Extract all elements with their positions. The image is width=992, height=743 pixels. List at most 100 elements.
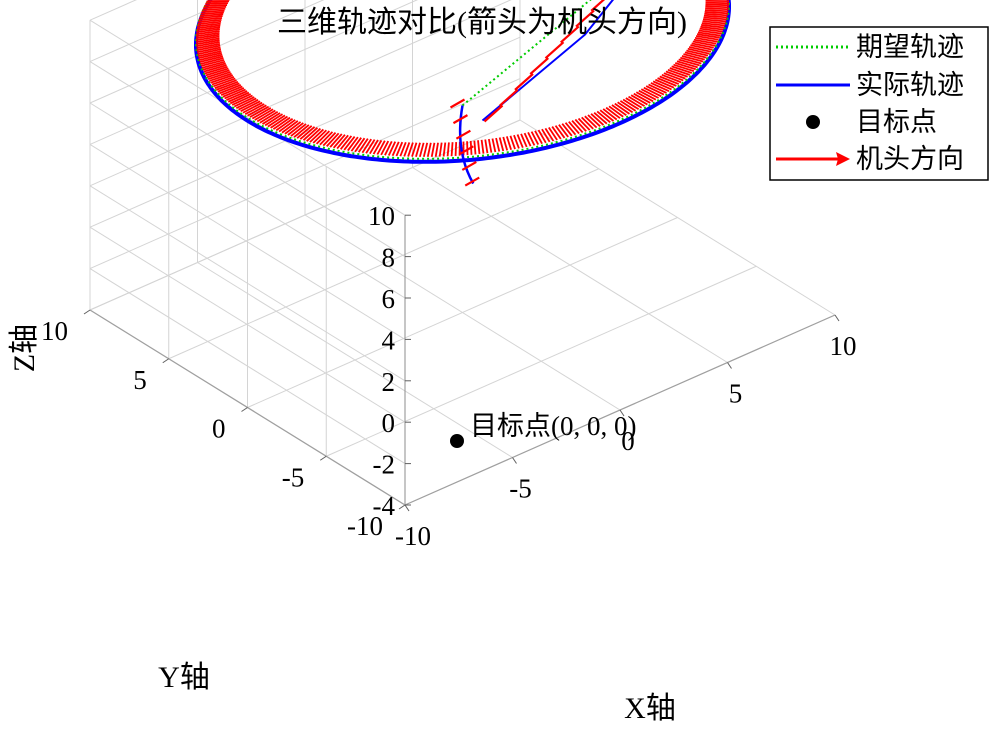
heading-arrow	[227, 91, 250, 103]
heading-arrow	[196, 26, 221, 32]
y-tick-label: -10	[347, 511, 383, 541]
heading-arrow	[347, 136, 359, 152]
heading-arrow	[571, 120, 584, 134]
heading-arrow	[534, 130, 543, 145]
heading-arrow	[702, 20, 726, 25]
heading-arrow	[426, 142, 432, 158]
heading-arrow	[391, 141, 400, 157]
heading-arrow-dip	[455, 129, 471, 140]
heading-arrow	[361, 138, 372, 154]
heading-arrow	[196, 46, 221, 54]
heading-arrow	[196, 41, 220, 48]
legend-label-target: 目标点	[856, 107, 937, 137]
heading-arrow	[701, 22, 726, 27]
z-tick-label: 8	[382, 243, 396, 273]
heading-arrow	[354, 137, 366, 153]
x-tick-mark	[404, 504, 410, 512]
heading-arrow	[343, 136, 356, 151]
heading-arrow	[705, 7, 729, 11]
tick-labels: -10 -5 0 5 10 -10 -5 0 5 10 -4 -2 0 2 4 6 8 10	[41, 201, 857, 551]
heading-arrow	[602, 108, 618, 121]
heading-arrow	[196, 24, 221, 29]
heading-arrow	[633, 92, 651, 104]
legend-label-actual: 实际轨迹	[856, 70, 964, 100]
heading-arrow	[696, 33, 720, 39]
heading-arrow	[699, 27, 723, 33]
x-tick-label: 10	[830, 331, 857, 361]
heading-arrow	[380, 140, 390, 156]
y-tick-label: 5	[133, 365, 147, 395]
heading-arrow	[256, 109, 276, 123]
heading-arrow	[422, 142, 429, 158]
heading-arrow	[244, 103, 265, 116]
heading-arrow	[213, 77, 236, 88]
legend: 期望轨迹 实际轨迹 目标点 机头方向	[769, 26, 989, 181]
x-tick-label: 5	[729, 379, 743, 409]
heading-arrow	[201, 60, 226, 69]
heading-arrow	[587, 114, 601, 127]
heading-arrow	[544, 127, 555, 142]
heading-arrow	[548, 126, 558, 141]
target-point-marker	[450, 434, 464, 448]
heading-arrow	[442, 142, 447, 157]
heading-arrow	[197, 50, 222, 58]
grid-line-floor-y	[247, 217, 678, 408]
heading-arrow	[502, 136, 509, 151]
heading-arrow	[430, 142, 436, 157]
x-tick-mark	[619, 409, 625, 417]
heading-arrow	[659, 75, 680, 85]
heading-arrow	[278, 119, 296, 133]
heading-arrow	[219, 84, 242, 95]
heading-arrow	[628, 95, 646, 107]
heading-arrow	[202, 62, 226, 71]
heading-arrow	[698, 29, 722, 35]
heading-arrow-dip	[449, 98, 466, 109]
heading-arrow	[202, 7, 226, 11]
heading-arrow	[705, 3, 729, 7]
heading-arrow	[611, 104, 627, 117]
heading-arrow	[205, 67, 229, 77]
heading-arrow	[630, 94, 648, 106]
heading-arrow	[197, 22, 221, 27]
heading-arrow	[638, 89, 657, 101]
heading-arrow	[688, 46, 712, 53]
y-tick-mark	[398, 504, 406, 510]
heading-arrow-dip	[452, 114, 468, 125]
grid-line-floor-y	[168, 168, 599, 360]
grid-line-backwall-z	[89, 0, 231, 63]
heading-arrow-dip	[464, 176, 480, 187]
heading-arrow	[376, 140, 386, 155]
heading-arrow	[251, 107, 272, 120]
heading-arrow	[568, 121, 580, 135]
x-tick-label: -5	[509, 474, 532, 504]
z-tick-label: 0	[382, 408, 396, 438]
heading-arrow	[290, 123, 307, 137]
heading-arrow	[648, 83, 667, 94]
heading-arrow-entry	[560, 25, 580, 44]
legend-label-desired: 期望轨迹	[856, 32, 964, 62]
heading-arrow	[309, 128, 324, 143]
heading-arrow	[581, 116, 594, 130]
grid-line-sidewall-z	[89, 61, 406, 258]
heading-arrow-entry	[499, 88, 519, 107]
heading-arrow	[357, 138, 369, 153]
heading-arrow	[195, 37, 220, 44]
heading-arrow	[254, 108, 274, 121]
heading-arrow	[201, 9, 225, 13]
heading-arrow-dip	[458, 145, 474, 156]
heading-arrow	[196, 44, 221, 52]
heading-arrow	[395, 141, 404, 157]
heading-arrow	[203, 64, 227, 73]
heading-arrow	[537, 129, 547, 144]
heading-arrow	[275, 118, 294, 132]
legend-label-heading: 机头方向	[856, 144, 964, 174]
heading-arrow	[622, 98, 640, 111]
heading-arrow	[643, 86, 662, 98]
heading-arrow	[198, 17, 223, 21]
heading-arrow	[703, 16, 727, 21]
heading-arrow	[339, 135, 353, 150]
z-tick-label: 2	[382, 367, 396, 397]
heading-arrow	[233, 96, 255, 108]
grid-line-floor-y	[326, 265, 757, 457]
heading-arrow	[242, 101, 263, 114]
